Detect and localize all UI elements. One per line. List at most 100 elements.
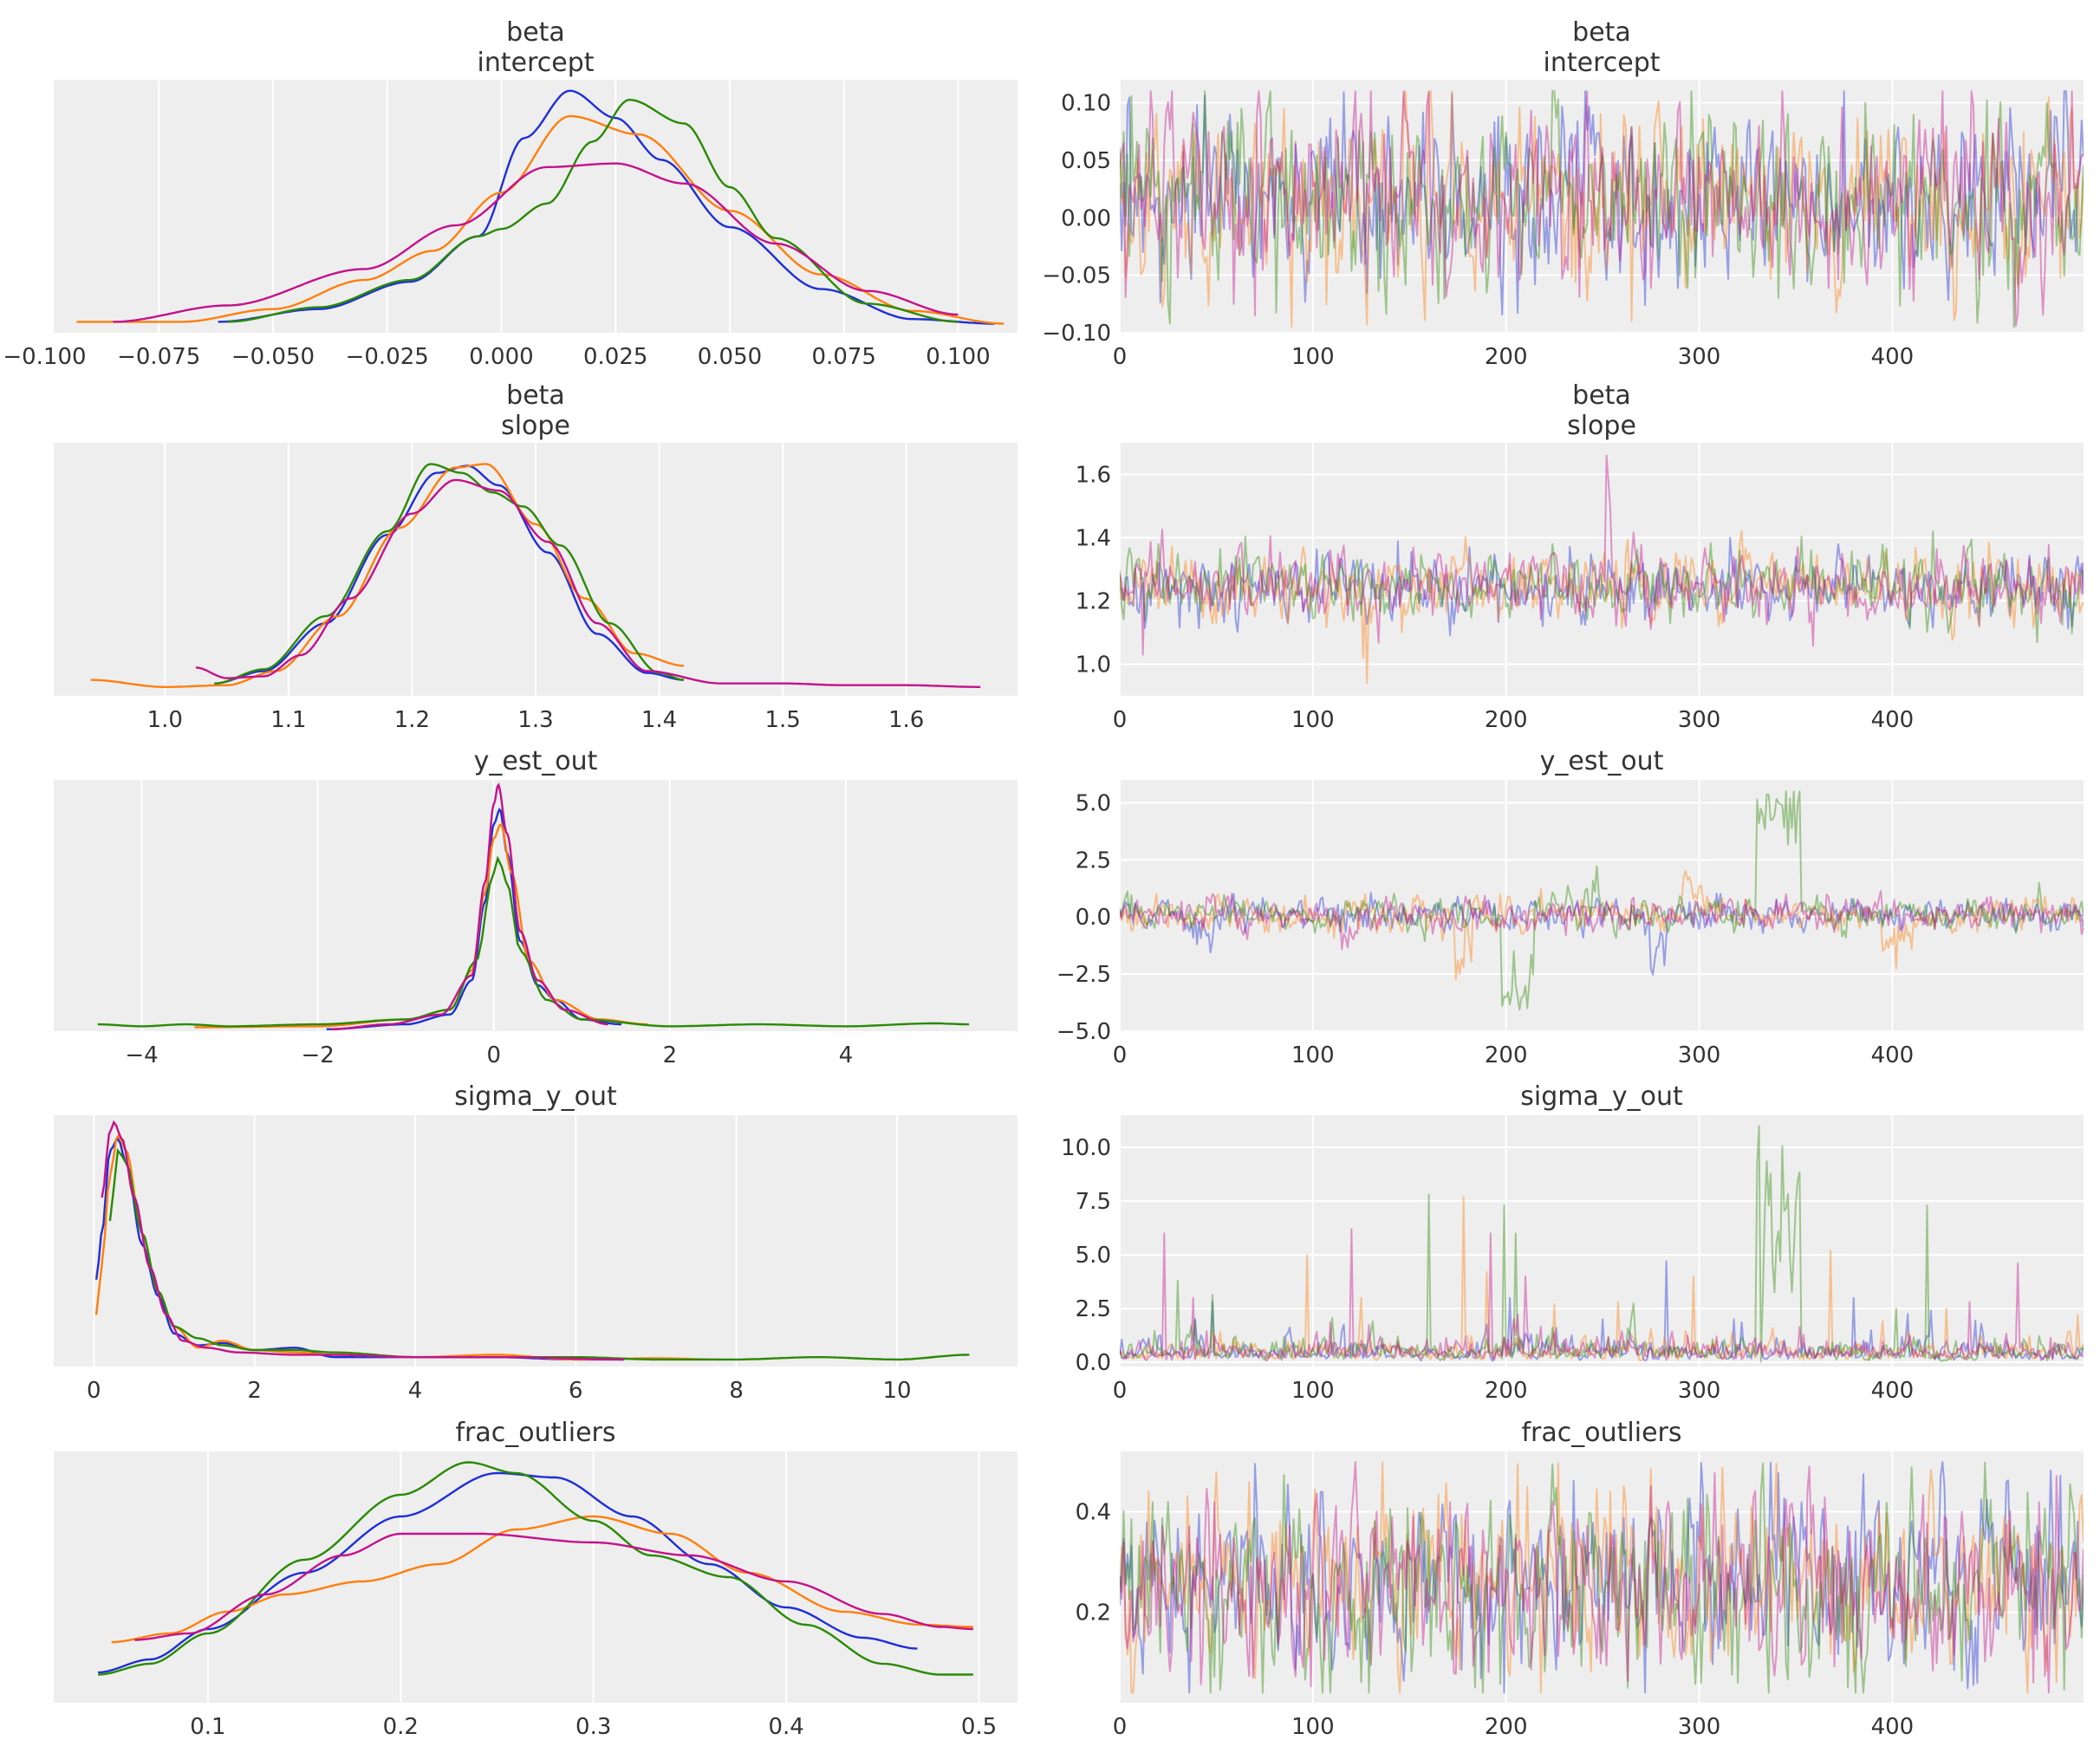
series-group bbox=[76, 89, 1004, 325]
x-tick-label: 2 bbox=[663, 1042, 678, 1068]
x-tick-label: 200 bbox=[1485, 707, 1528, 733]
y-tick-label: 7.5 bbox=[1076, 1189, 1111, 1215]
x-tick-label: 200 bbox=[1485, 344, 1528, 370]
plot-area bbox=[54, 80, 1017, 333]
panel-title: slope bbox=[501, 411, 570, 441]
panel-title: intercept bbox=[1544, 48, 1661, 78]
trace-line-chain-3 bbox=[1120, 890, 2084, 951]
y-tick-label: −2.5 bbox=[1057, 962, 1111, 988]
x-tick-label: 0 bbox=[87, 1378, 101, 1404]
plot-area bbox=[1120, 780, 2084, 1031]
series-group bbox=[98, 1461, 973, 1676]
x-tick-label: 0.5 bbox=[961, 1714, 997, 1740]
x-tick-label: 1.5 bbox=[764, 707, 800, 733]
x-tick-label: 100 bbox=[1291, 707, 1335, 733]
trace-line-chain-1 bbox=[1120, 1196, 2084, 1362]
density-curve-chain-2 bbox=[227, 98, 959, 323]
density-curve-chain-3 bbox=[195, 478, 981, 688]
x-tick-label: 1.1 bbox=[270, 707, 306, 733]
y-tick-label: 0.0 bbox=[1076, 1350, 1111, 1376]
x-tick-label: −2 bbox=[301, 1042, 334, 1068]
trace-line-chain-3 bbox=[1120, 1461, 2084, 1694]
x-tick-label: 2 bbox=[247, 1378, 262, 1404]
x-tick-label: 0 bbox=[1113, 1378, 1128, 1404]
panel-title: frac_outliers bbox=[1522, 1418, 1682, 1448]
x-tick-label: 100 bbox=[1291, 1042, 1335, 1068]
x-tick-label: 0 bbox=[1113, 1042, 1128, 1068]
x-tick-label: 300 bbox=[1678, 1378, 1721, 1404]
x-tick-label: 100 bbox=[1291, 344, 1335, 370]
y-tick-label: 2.5 bbox=[1076, 1296, 1111, 1322]
trace-line-chain-0 bbox=[1120, 90, 2084, 316]
x-tick-label: 8 bbox=[729, 1378, 744, 1404]
y-tick-label: 1.4 bbox=[1076, 526, 1111, 552]
x-tick-label: 400 bbox=[1871, 1378, 1915, 1404]
x-tick-label: 300 bbox=[1678, 344, 1721, 370]
x-tick-label: 0.050 bbox=[698, 344, 762, 370]
series-group bbox=[1120, 90, 2084, 328]
trace-line-chain-1 bbox=[1120, 529, 2084, 685]
x-tick-label: 6 bbox=[569, 1378, 583, 1404]
plot-area bbox=[1120, 443, 2084, 696]
y-tick-label: 5.0 bbox=[1076, 1243, 1111, 1269]
x-tick-label: 4 bbox=[839, 1042, 854, 1068]
trace-line-chain-0 bbox=[1120, 892, 2084, 976]
y-tick-label: 1.2 bbox=[1076, 589, 1111, 615]
x-tick-label: 300 bbox=[1678, 1042, 1721, 1068]
y-tick-label: 0.4 bbox=[1076, 1500, 1111, 1526]
panel-title: sigma_y_out bbox=[1520, 1081, 1683, 1112]
x-tick-label: 400 bbox=[1871, 344, 1915, 370]
panel-title: slope bbox=[1567, 411, 1636, 441]
trace-line-chain-0 bbox=[1120, 536, 2084, 637]
panel-title: beta bbox=[506, 17, 565, 48]
x-tick-label: 10 bbox=[882, 1378, 911, 1404]
x-tick-label: 0.025 bbox=[583, 344, 647, 370]
x-tick-label: 0.075 bbox=[812, 344, 876, 370]
series-group bbox=[94, 1120, 970, 1361]
density-curve-chain-1 bbox=[90, 463, 685, 688]
x-tick-label: 1.6 bbox=[888, 707, 924, 733]
x-tick-label: −0.025 bbox=[346, 344, 429, 370]
panel-title: sigma_y_out bbox=[454, 1081, 617, 1112]
plot-area bbox=[1120, 80, 2084, 333]
y-tick-label: 1.0 bbox=[1076, 653, 1111, 678]
plot-area bbox=[54, 780, 1017, 1031]
y-tick-label: −0.10 bbox=[1042, 321, 1111, 347]
x-tick-label: −0.100 bbox=[3, 344, 86, 370]
trace-line-chain-2 bbox=[1120, 790, 2084, 1011]
series-group bbox=[90, 463, 981, 688]
x-tick-label: 1.2 bbox=[394, 707, 430, 733]
trace-line-chain-1 bbox=[1120, 869, 2084, 981]
panel-title: beta bbox=[1572, 17, 1631, 48]
x-tick-label: 300 bbox=[1678, 707, 1721, 733]
series-group bbox=[1120, 790, 2084, 1011]
trace-line-chain-2 bbox=[1120, 1125, 2084, 1363]
x-tick-label: 4 bbox=[408, 1378, 423, 1404]
trace-line-chain-1 bbox=[1120, 90, 2084, 328]
x-tick-label: 0 bbox=[1113, 1714, 1128, 1740]
x-tick-label: 200 bbox=[1485, 1714, 1528, 1740]
series-group bbox=[1120, 454, 2084, 685]
x-tick-label: 0.000 bbox=[469, 344, 533, 370]
x-tick-label: 0.100 bbox=[926, 344, 990, 370]
x-tick-label: 0.1 bbox=[190, 1714, 225, 1740]
plot-area bbox=[54, 1115, 1017, 1367]
series-group bbox=[1120, 1461, 2084, 1694]
x-tick-label: 100 bbox=[1291, 1714, 1335, 1740]
x-tick-label: 0 bbox=[1113, 344, 1128, 370]
trace-line-chain-2 bbox=[1120, 1461, 2084, 1694]
density-curve-chain-3 bbox=[113, 162, 959, 323]
density-curve-chain-2 bbox=[98, 1461, 973, 1676]
x-tick-label: 300 bbox=[1678, 1714, 1721, 1740]
x-tick-label: 100 bbox=[1291, 1378, 1335, 1404]
density-curve-chain-1 bbox=[111, 1515, 973, 1644]
y-tick-label: −5.0 bbox=[1057, 1019, 1111, 1045]
x-tick-label: −0.050 bbox=[231, 344, 315, 370]
y-tick-label: 0.2 bbox=[1076, 1600, 1111, 1626]
trace-line-chain-3 bbox=[1120, 454, 2084, 656]
y-tick-label: 0.00 bbox=[1061, 205, 1111, 231]
panel-trace-y_est_out: 0 100 200 300 400 −5.0 −2.5 0.0 2.5 5.0 y_est_out bbox=[1057, 746, 2084, 1068]
x-tick-label: 0.3 bbox=[575, 1714, 611, 1740]
